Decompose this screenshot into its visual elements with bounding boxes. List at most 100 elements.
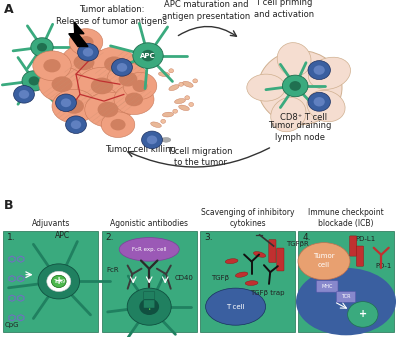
- Circle shape: [142, 131, 162, 149]
- Circle shape: [83, 48, 93, 57]
- Ellipse shape: [78, 36, 94, 48]
- Text: CD40: CD40: [175, 275, 194, 281]
- Ellipse shape: [206, 288, 266, 325]
- Circle shape: [61, 98, 71, 107]
- Ellipse shape: [114, 84, 154, 115]
- Text: TLR9: TLR9: [53, 279, 65, 284]
- Text: B: B: [4, 199, 14, 212]
- Text: Agonistic antibodies: Agonistic antibodies: [110, 219, 188, 228]
- Ellipse shape: [308, 57, 350, 89]
- Circle shape: [22, 71, 46, 91]
- Ellipse shape: [307, 90, 345, 122]
- Ellipse shape: [169, 85, 179, 91]
- Circle shape: [139, 298, 159, 315]
- Text: Tumor draining
lymph node: Tumor draining lymph node: [268, 121, 332, 142]
- Circle shape: [112, 59, 132, 76]
- Ellipse shape: [174, 98, 186, 104]
- Ellipse shape: [235, 272, 248, 277]
- Circle shape: [161, 119, 166, 123]
- Text: APC: APC: [140, 53, 156, 59]
- Ellipse shape: [245, 281, 258, 285]
- Circle shape: [14, 86, 34, 103]
- Circle shape: [290, 81, 301, 91]
- Ellipse shape: [179, 105, 189, 111]
- Ellipse shape: [225, 259, 238, 264]
- Circle shape: [52, 275, 66, 287]
- Text: cell: cell: [318, 262, 330, 268]
- Text: CD8⁺ T cell: CD8⁺ T cell: [280, 113, 328, 122]
- Text: 4.: 4.: [302, 233, 311, 242]
- Ellipse shape: [158, 72, 170, 76]
- Ellipse shape: [162, 112, 174, 117]
- Text: CpG: CpG: [5, 322, 19, 328]
- Circle shape: [66, 116, 86, 133]
- Circle shape: [308, 92, 330, 111]
- Text: +: +: [144, 302, 154, 312]
- Ellipse shape: [161, 137, 171, 142]
- Circle shape: [38, 264, 80, 299]
- FancyBboxPatch shape: [102, 231, 197, 332]
- Circle shape: [189, 102, 194, 106]
- Ellipse shape: [101, 112, 135, 137]
- FancyBboxPatch shape: [269, 240, 276, 263]
- Circle shape: [29, 76, 39, 85]
- Text: MHC: MHC: [322, 284, 333, 289]
- Text: Immune checkpoint
blockade (ICB): Immune checkpoint blockade (ICB): [308, 208, 384, 228]
- Text: Adjuvants: Adjuvants: [32, 219, 70, 228]
- Text: APC: APC: [55, 231, 70, 240]
- Ellipse shape: [254, 252, 266, 257]
- Circle shape: [193, 79, 198, 83]
- FancyBboxPatch shape: [316, 281, 338, 292]
- Text: +: +: [359, 309, 367, 319]
- Text: FcR: FcR: [106, 267, 119, 273]
- Circle shape: [169, 69, 174, 73]
- Ellipse shape: [247, 74, 285, 101]
- Circle shape: [173, 109, 178, 113]
- Ellipse shape: [39, 67, 85, 102]
- FancyBboxPatch shape: [144, 292, 155, 300]
- Text: +: +: [55, 276, 63, 286]
- FancyBboxPatch shape: [277, 248, 284, 271]
- Text: 2.: 2.: [106, 233, 114, 242]
- Text: Scavenging of inhibitory
cytokines: Scavenging of inhibitory cytokines: [201, 208, 294, 228]
- Ellipse shape: [119, 72, 137, 87]
- Polygon shape: [69, 22, 88, 47]
- Text: Tumor: Tumor: [313, 253, 335, 259]
- Text: TGFβ trap: TGFβ trap: [250, 290, 285, 296]
- Ellipse shape: [151, 122, 161, 127]
- Ellipse shape: [183, 81, 193, 87]
- Text: Tumor cell killing: Tumor cell killing: [104, 145, 176, 154]
- Ellipse shape: [296, 268, 396, 335]
- FancyBboxPatch shape: [350, 236, 357, 256]
- Text: T cell: T cell: [226, 304, 245, 310]
- Circle shape: [78, 43, 98, 61]
- Circle shape: [314, 97, 325, 106]
- Ellipse shape: [69, 29, 103, 56]
- Circle shape: [117, 63, 127, 72]
- FancyBboxPatch shape: [356, 246, 364, 266]
- FancyBboxPatch shape: [144, 300, 155, 308]
- Text: FcR exp. cell: FcR exp. cell: [132, 247, 166, 252]
- FancyBboxPatch shape: [3, 231, 98, 332]
- Text: T cell priming
and activation: T cell priming and activation: [254, 0, 314, 19]
- Ellipse shape: [132, 80, 148, 92]
- Ellipse shape: [277, 43, 311, 76]
- Circle shape: [56, 94, 76, 112]
- Circle shape: [19, 90, 29, 99]
- Ellipse shape: [119, 238, 179, 261]
- FancyBboxPatch shape: [200, 231, 295, 332]
- Circle shape: [31, 38, 53, 57]
- Text: APC maturation and
antigen presentation: APC maturation and antigen presentation: [162, 0, 250, 21]
- Text: TGFβ: TGFβ: [210, 275, 228, 281]
- Text: T cell migration
to the tumor: T cell migration to the tumor: [167, 147, 233, 167]
- Circle shape: [37, 43, 47, 52]
- Ellipse shape: [271, 97, 306, 132]
- Ellipse shape: [125, 93, 143, 106]
- Circle shape: [348, 302, 378, 327]
- Text: PD-1: PD-1: [375, 263, 392, 269]
- Ellipse shape: [258, 51, 342, 125]
- Circle shape: [314, 65, 325, 75]
- Circle shape: [71, 120, 81, 129]
- Ellipse shape: [91, 78, 113, 94]
- Ellipse shape: [64, 98, 84, 114]
